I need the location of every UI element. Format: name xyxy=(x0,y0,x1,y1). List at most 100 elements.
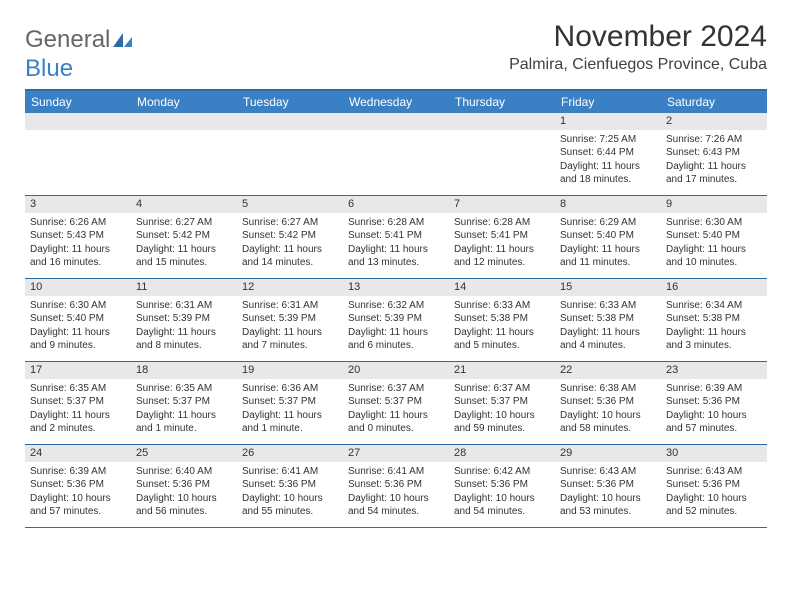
dayname-sunday: Sunday xyxy=(25,91,131,113)
day-cell: 11Sunrise: 6:31 AMSunset: 5:39 PMDayligh… xyxy=(131,279,237,361)
weeks-container: 1Sunrise: 7:25 AMSunset: 6:44 PMDaylight… xyxy=(25,113,767,528)
day-detail-line: Sunrise: 6:29 AM xyxy=(560,216,656,230)
day-number: 11 xyxy=(131,279,237,296)
day-number: 1 xyxy=(555,113,661,130)
day-detail-line: Daylight: 11 hours xyxy=(242,326,338,340)
day-details: Sunrise: 6:39 AMSunset: 5:36 PMDaylight:… xyxy=(661,379,767,439)
day-detail-line: Sunset: 5:36 PM xyxy=(560,395,656,409)
day-detail-line: and 12 minutes. xyxy=(454,256,550,270)
day-cell xyxy=(343,113,449,195)
day-detail-line: Sunset: 5:40 PM xyxy=(30,312,126,326)
day-detail-line: Sunrise: 6:42 AM xyxy=(454,465,550,479)
day-number: 12 xyxy=(237,279,343,296)
day-details xyxy=(131,130,237,136)
day-number: 24 xyxy=(25,445,131,462)
day-detail-line: and 3 minutes. xyxy=(666,339,762,353)
day-number: 28 xyxy=(449,445,555,462)
day-details: Sunrise: 6:32 AMSunset: 5:39 PMDaylight:… xyxy=(343,296,449,356)
logo: General Blue xyxy=(25,20,134,83)
day-detail-line: Sunrise: 6:33 AM xyxy=(454,299,550,313)
week-row: 3Sunrise: 6:26 AMSunset: 5:43 PMDaylight… xyxy=(25,196,767,279)
dayname-thursday: Thursday xyxy=(449,91,555,113)
day-detail-line: Daylight: 11 hours xyxy=(454,243,550,257)
day-detail-line: Sunrise: 6:41 AM xyxy=(242,465,338,479)
day-details: Sunrise: 6:29 AMSunset: 5:40 PMDaylight:… xyxy=(555,213,661,273)
day-detail-line: and 16 minutes. xyxy=(30,256,126,270)
day-details: Sunrise: 7:25 AMSunset: 6:44 PMDaylight:… xyxy=(555,130,661,190)
day-detail-line: Sunrise: 6:33 AM xyxy=(560,299,656,313)
day-details: Sunrise: 6:31 AMSunset: 5:39 PMDaylight:… xyxy=(131,296,237,356)
day-detail-line: Sunset: 5:37 PM xyxy=(242,395,338,409)
day-detail-line: Sunrise: 6:31 AM xyxy=(136,299,232,313)
day-details: Sunrise: 6:28 AMSunset: 5:41 PMDaylight:… xyxy=(449,213,555,273)
day-detail-line: Sunset: 5:36 PM xyxy=(454,478,550,492)
day-details: Sunrise: 6:37 AMSunset: 5:37 PMDaylight:… xyxy=(343,379,449,439)
day-cell: 23Sunrise: 6:39 AMSunset: 5:36 PMDayligh… xyxy=(661,362,767,444)
day-details xyxy=(25,130,131,136)
day-number: 13 xyxy=(343,279,449,296)
day-detail-line: and 7 minutes. xyxy=(242,339,338,353)
day-detail-line: and 0 minutes. xyxy=(348,422,444,436)
day-detail-line: and 56 minutes. xyxy=(136,505,232,519)
day-detail-line: Daylight: 10 hours xyxy=(666,492,762,506)
day-number: 17 xyxy=(25,362,131,379)
dayname-row: Sunday Monday Tuesday Wednesday Thursday… xyxy=(25,91,767,113)
day-details: Sunrise: 6:27 AMSunset: 5:42 PMDaylight:… xyxy=(237,213,343,273)
day-details: Sunrise: 6:40 AMSunset: 5:36 PMDaylight:… xyxy=(131,462,237,522)
day-details: Sunrise: 6:28 AMSunset: 5:41 PMDaylight:… xyxy=(343,213,449,273)
day-number: 16 xyxy=(661,279,767,296)
week-row: 24Sunrise: 6:39 AMSunset: 5:36 PMDayligh… xyxy=(25,445,767,528)
day-detail-line: Daylight: 11 hours xyxy=(560,243,656,257)
day-detail-line: and 17 minutes. xyxy=(666,173,762,187)
day-detail-line: Sunrise: 6:40 AM xyxy=(136,465,232,479)
day-detail-line: and 18 minutes. xyxy=(560,173,656,187)
day-detail-line: Sunset: 5:43 PM xyxy=(30,229,126,243)
day-details: Sunrise: 6:34 AMSunset: 5:38 PMDaylight:… xyxy=(661,296,767,356)
day-detail-line: Sunset: 5:37 PM xyxy=(30,395,126,409)
day-number: 26 xyxy=(237,445,343,462)
day-detail-line: Sunset: 5:38 PM xyxy=(454,312,550,326)
day-cell: 16Sunrise: 6:34 AMSunset: 5:38 PMDayligh… xyxy=(661,279,767,361)
day-cell: 27Sunrise: 6:41 AMSunset: 5:36 PMDayligh… xyxy=(343,445,449,527)
day-details: Sunrise: 6:33 AMSunset: 5:38 PMDaylight:… xyxy=(449,296,555,356)
day-detail-line: Daylight: 10 hours xyxy=(348,492,444,506)
day-detail-line: Sunrise: 7:26 AM xyxy=(666,133,762,147)
day-detail-line: Sunrise: 6:39 AM xyxy=(30,465,126,479)
day-cell: 12Sunrise: 6:31 AMSunset: 5:39 PMDayligh… xyxy=(237,279,343,361)
logo-text: General Blue xyxy=(25,26,134,83)
day-detail-line: Daylight: 10 hours xyxy=(560,409,656,423)
day-number xyxy=(25,113,131,130)
day-detail-line: Daylight: 11 hours xyxy=(560,326,656,340)
day-detail-line: Daylight: 11 hours xyxy=(242,409,338,423)
day-detail-line: Sunset: 5:36 PM xyxy=(242,478,338,492)
day-detail-line: and 10 minutes. xyxy=(666,256,762,270)
day-number xyxy=(131,113,237,130)
header: General Blue November 2024 Palmira, Cien… xyxy=(25,20,767,83)
day-detail-line: Sunrise: 6:37 AM xyxy=(348,382,444,396)
day-number: 14 xyxy=(449,279,555,296)
day-cell: 17Sunrise: 6:35 AMSunset: 5:37 PMDayligh… xyxy=(25,362,131,444)
day-details: Sunrise: 7:26 AMSunset: 6:43 PMDaylight:… xyxy=(661,130,767,190)
day-cell xyxy=(131,113,237,195)
day-cell: 5Sunrise: 6:27 AMSunset: 5:42 PMDaylight… xyxy=(237,196,343,278)
day-detail-line: Daylight: 11 hours xyxy=(30,243,126,257)
day-details: Sunrise: 6:26 AMSunset: 5:43 PMDaylight:… xyxy=(25,213,131,273)
day-detail-line: and 55 minutes. xyxy=(242,505,338,519)
day-detail-line: Sunrise: 6:32 AM xyxy=(348,299,444,313)
day-detail-line: and 15 minutes. xyxy=(136,256,232,270)
day-number: 5 xyxy=(237,196,343,213)
day-detail-line: Daylight: 11 hours xyxy=(136,409,232,423)
day-cell: 9Sunrise: 6:30 AMSunset: 5:40 PMDaylight… xyxy=(661,196,767,278)
day-cell: 10Sunrise: 6:30 AMSunset: 5:40 PMDayligh… xyxy=(25,279,131,361)
day-detail-line: and 4 minutes. xyxy=(560,339,656,353)
calendar-page: General Blue November 2024 Palmira, Cien… xyxy=(0,0,792,540)
dayname-tuesday: Tuesday xyxy=(237,91,343,113)
day-details: Sunrise: 6:39 AMSunset: 5:36 PMDaylight:… xyxy=(25,462,131,522)
logo-word-blue: Blue xyxy=(25,55,73,82)
day-detail-line: Sunset: 5:36 PM xyxy=(666,395,762,409)
day-detail-line: and 5 minutes. xyxy=(454,339,550,353)
day-details: Sunrise: 6:43 AMSunset: 5:36 PMDaylight:… xyxy=(661,462,767,522)
day-number: 15 xyxy=(555,279,661,296)
day-details: Sunrise: 6:35 AMSunset: 5:37 PMDaylight:… xyxy=(131,379,237,439)
day-detail-line: and 11 minutes. xyxy=(560,256,656,270)
